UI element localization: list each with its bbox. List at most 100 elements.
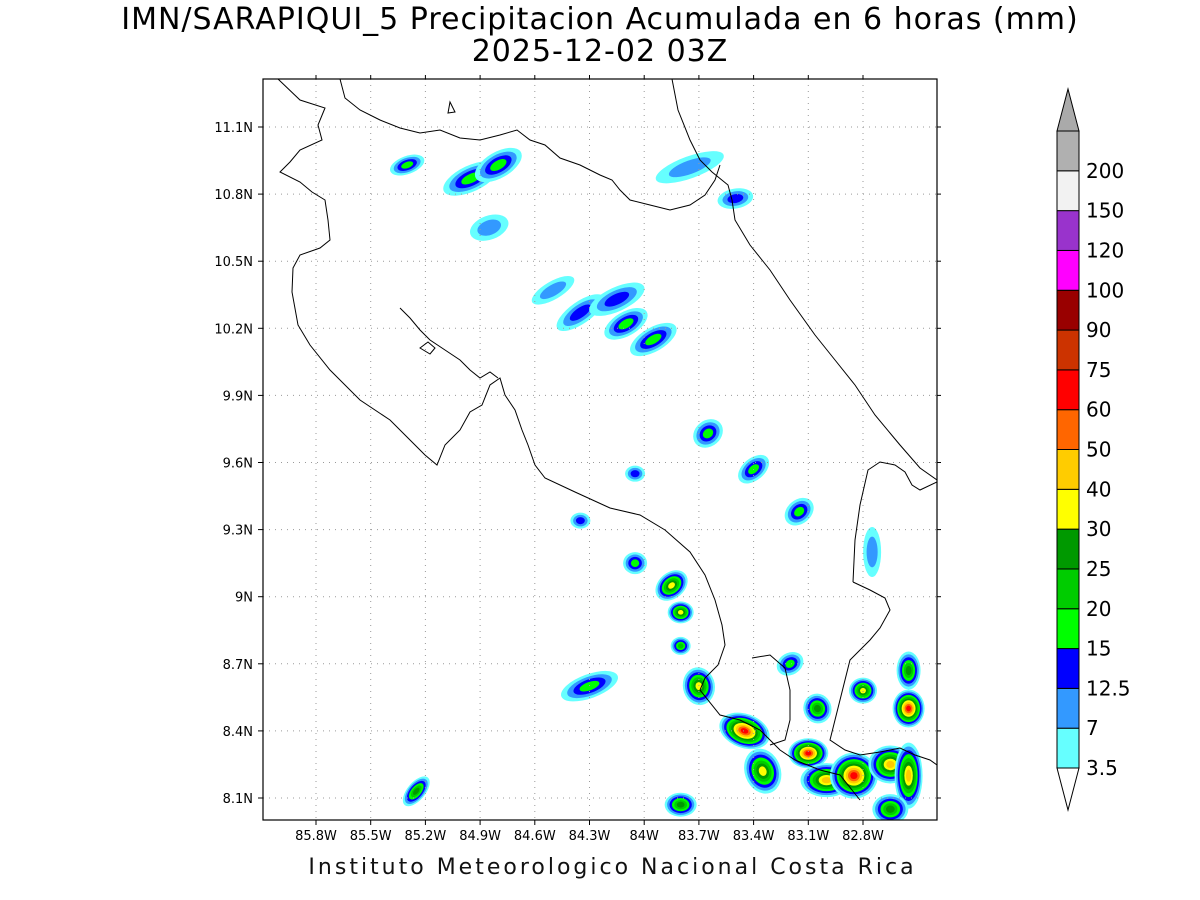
colorbar-swatch [1056, 727, 1080, 769]
precip-contour [805, 751, 812, 756]
precip-contour [758, 766, 767, 776]
precip-cell [717, 188, 754, 209]
precip-cell [744, 748, 782, 794]
footer-credit: Instituto Meteorologico Nacional Costa R… [308, 855, 917, 880]
colorbar-swatch [1056, 289, 1080, 331]
precipitation-cells [389, 147, 925, 820]
lat-tick-label: 9.6N [223, 457, 253, 472]
lat-tick-label: 9.9N [223, 389, 253, 404]
precip-contour [539, 281, 567, 300]
precip-cell [788, 738, 829, 769]
precip-cell [469, 214, 509, 241]
colorbar-swatch [1056, 687, 1080, 729]
precip-cell [389, 154, 425, 176]
colorbar-swatch [1056, 568, 1080, 610]
colorbar-label: 50 [1086, 438, 1111, 462]
precip-contour [740, 728, 749, 734]
precip-contour [413, 787, 420, 795]
colorbar-label: 15 [1086, 637, 1111, 661]
precip-contour [794, 506, 805, 517]
precip-contour [618, 318, 634, 330]
lon-tick-label: 85.2W [404, 829, 446, 844]
precip-contour [906, 705, 911, 712]
precip-cell [604, 307, 648, 340]
precip-contour [886, 760, 895, 768]
precip-contour [569, 304, 591, 321]
colorbar-swatch [1056, 648, 1080, 689]
precip-contour [477, 219, 502, 236]
precip-contour [860, 687, 866, 694]
colorbar-label: 30 [1086, 517, 1111, 541]
precip-cell [829, 752, 878, 799]
lat-tick-label: 10.2N [214, 322, 253, 337]
precip-contour [866, 536, 878, 568]
precip-cell [561, 670, 618, 702]
colorbar-label: 60 [1086, 398, 1111, 422]
precip-contour [630, 559, 640, 567]
precip-contour [668, 157, 711, 178]
colorbar-label: 75 [1086, 358, 1111, 382]
lat-tick-label: 10.8N [214, 188, 253, 203]
lat-tick-label: 8.7N [223, 658, 253, 673]
precip-contour [677, 643, 684, 649]
plot-frame [262, 78, 938, 821]
precip-cell [872, 794, 909, 820]
precip-cell [894, 742, 923, 809]
precip-contour [668, 582, 675, 589]
precip-cell [623, 552, 648, 575]
precip-contour [630, 470, 640, 478]
lon-tick-label: 85.5W [350, 829, 392, 844]
precip-contour [813, 704, 821, 713]
colorbar-swatch [1056, 409, 1080, 450]
lon-tick-label: 83.1W [787, 829, 829, 844]
precip-cell [655, 151, 724, 184]
lat-tick-label: 8.1N [223, 792, 253, 807]
lon-tick-label: 84.3W [569, 829, 611, 844]
precip-contour [401, 161, 414, 169]
precip-cell [849, 677, 877, 704]
colorbar-label: 25 [1086, 557, 1111, 581]
colorbar-swatch [1056, 170, 1080, 212]
colorbar-label: 7 [1086, 716, 1099, 740]
precip-cell [664, 792, 697, 817]
precip-contour [850, 772, 858, 780]
colorbar-label: 150 [1086, 199, 1124, 223]
colorbar-swatch [1056, 608, 1080, 650]
lat-tick-label: 11.1N [214, 121, 253, 136]
colorbar-swatch [1056, 210, 1080, 251]
precip-cell [474, 147, 522, 183]
lon-tick-label: 82.8W [842, 829, 884, 844]
precip-contour [604, 291, 630, 307]
precip-cell [531, 275, 575, 305]
lat-tick-label: 8.4N [223, 725, 253, 740]
colorbar-label: 120 [1086, 238, 1124, 262]
precip-contour [579, 680, 600, 692]
precip-cell [589, 282, 645, 316]
lon-tick-label: 83.7W [678, 829, 720, 844]
lat-tick-label: 9N [235, 591, 253, 606]
precip-cell [670, 636, 691, 655]
lon-tick-label: 84.6W [514, 829, 556, 844]
lon-tick-label: 84.9W [459, 829, 501, 844]
precip-cell [570, 512, 591, 529]
colorbar-lower-arrow [1056, 767, 1080, 812]
precip-cell [630, 322, 677, 357]
precip-cell [625, 465, 646, 482]
precip-cell [776, 651, 804, 676]
precip-cell [892, 689, 925, 728]
coastline [277, 79, 937, 801]
precip-cell [719, 712, 770, 750]
lon-tick-label: 83.4W [733, 829, 775, 844]
colorbar-label: 40 [1086, 477, 1111, 501]
map-title-line2: 2025-12-02 03Z [471, 34, 729, 69]
colorbar-swatch [1056, 249, 1080, 291]
colorbar-label: 90 [1086, 318, 1111, 342]
precip-cell [803, 693, 832, 724]
colorbar-swatch [1056, 528, 1080, 570]
colorbar-label: 100 [1086, 278, 1124, 302]
precip-cell [896, 651, 921, 690]
colorbar-label: 20 [1086, 597, 1111, 621]
colorbar-swatch [1056, 130, 1080, 172]
axis-ticks: 85.8W 85.5W 85.2W 84.9W 84.6W 84.3W 84W 83.7W 83… [214, 75, 941, 844]
lon-tick-label: 85.8W [295, 829, 337, 844]
